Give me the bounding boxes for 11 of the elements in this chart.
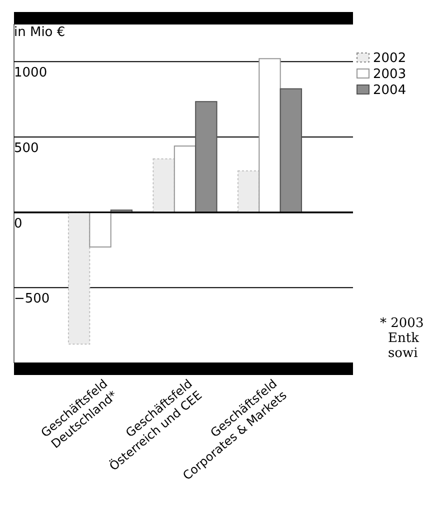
text: sowi <box>388 346 418 361</box>
text: * 2003 <box>380 316 424 331</box>
y-tick-label: −500 <box>14 292 50 307</box>
legend-label: 2004 <box>373 83 406 98</box>
y-axis-title: in Mio € <box>14 25 66 40</box>
y-tick-label: 1000 <box>14 66 48 81</box>
legend-label: 2002 <box>373 51 406 66</box>
y-tick-label: 0 <box>14 216 22 232</box>
legend-label: 2003 <box>373 67 406 82</box>
y-tick-label: 500 <box>14 141 39 156</box>
text: Entk <box>388 331 420 346</box>
